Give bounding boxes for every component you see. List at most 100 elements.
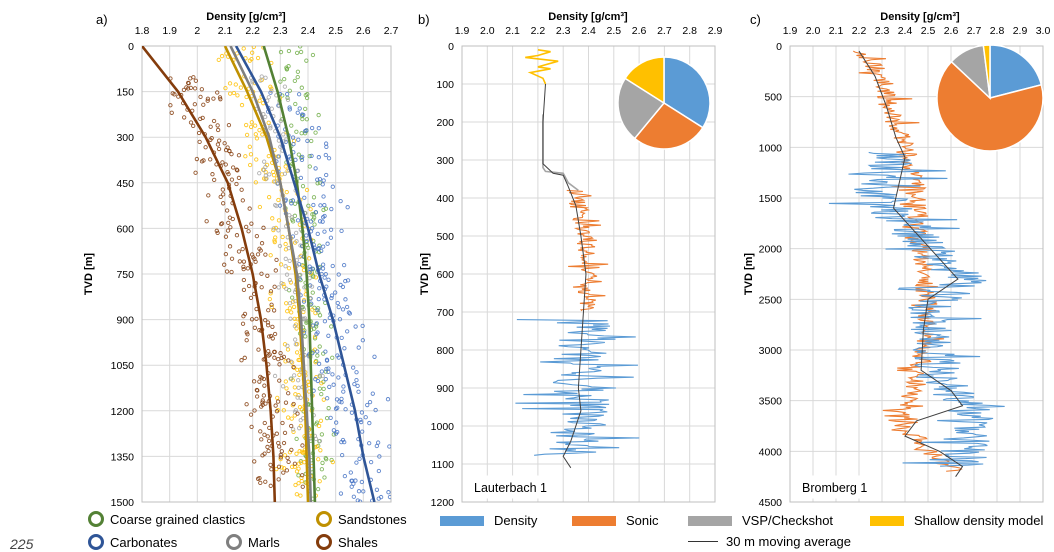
scatter-point [204, 219, 209, 224]
scatter-point [215, 142, 221, 147]
scatter-point [289, 464, 295, 469]
scatter-point [241, 266, 246, 272]
scatter-point [236, 153, 242, 158]
scatter-point [282, 76, 287, 82]
scatter-point [341, 263, 347, 268]
scatter-point [215, 123, 220, 128]
scatter-point [360, 338, 365, 343]
scatter-point [324, 284, 329, 289]
scatter-point [360, 429, 365, 434]
scatter-point [276, 356, 281, 362]
x-tick-label: 2.7 [657, 25, 672, 37]
plot-frame [789, 45, 1044, 503]
scatter-point [253, 132, 258, 137]
scatter-point [206, 193, 211, 198]
scatter-point [186, 81, 191, 86]
scatter-point [294, 50, 300, 56]
trend-curve [229, 46, 313, 502]
y-tick-label: 1350 [111, 451, 135, 463]
scatter-point [252, 459, 257, 464]
scatter-point [325, 396, 330, 401]
scatter-point [316, 361, 322, 366]
scatter-point [268, 124, 273, 129]
scatter-point [276, 440, 281, 446]
y-tick-label: 750 [116, 269, 134, 281]
x-tick-label: 1.8 [135, 25, 150, 37]
legend-item-carbonates: Carbonates [88, 534, 177, 550]
scatter-point [318, 448, 323, 453]
scatter-point [250, 80, 255, 85]
scatter-point [286, 266, 292, 271]
scatter-point [298, 243, 303, 248]
scatter-point [221, 201, 226, 206]
x-axis-title: Density [g/cm³] [880, 11, 960, 23]
y-tick-label: 150 [116, 87, 134, 99]
scatter-point [333, 431, 339, 436]
y-axis-title: TVD [m] [743, 253, 755, 296]
scatter-point [320, 219, 325, 224]
scatter-point [257, 476, 262, 481]
scatter-point [367, 420, 372, 426]
legend-item-moving-average: 30 m moving average [688, 534, 851, 549]
scatter-point [273, 403, 278, 408]
scatter-point [323, 152, 328, 158]
scatter-point [284, 286, 289, 291]
scatter-point [358, 417, 363, 423]
scatter-point [242, 311, 248, 317]
scatter-point [330, 372, 335, 377]
scatter-point [288, 198, 294, 204]
scatter-point [273, 179, 278, 184]
series-line [525, 49, 559, 85]
scatter-point [266, 348, 271, 354]
legend-item-sandstones: Sandstones [316, 511, 407, 527]
y-tick-label: 3500 [759, 396, 783, 408]
chart-panel-3: 1.9 2.0 2.1 2.2 2.3 2.4 2.5 2.6 2.7 2.8 2.9 3.0 0 500… [743, 11, 1050, 509]
y-tick-label: 800 [436, 345, 454, 357]
scatter-point [309, 153, 314, 159]
scatter-point [320, 262, 326, 267]
x-tick-label: 2.1 [505, 25, 520, 37]
scatter-point [294, 492, 299, 497]
scatter-point [276, 154, 281, 159]
legend-item-coarse-grained-clastics: Coarse grained clastics [88, 511, 245, 527]
scatter-point [298, 395, 303, 400]
scatter-point [313, 275, 319, 280]
scatter-point [274, 431, 279, 436]
scatter-point [268, 483, 273, 488]
scatter-point [319, 381, 324, 386]
scatter-point [257, 379, 262, 384]
scatter-point [328, 235, 334, 240]
x-tick-label: 1.9 [783, 25, 798, 37]
scatter-point [300, 443, 305, 448]
scatter-point [325, 241, 330, 246]
scatter-point [222, 262, 227, 267]
scatter-point [335, 353, 340, 358]
scatter-point [236, 175, 242, 181]
pie-slice [617, 77, 666, 140]
scatter-point [303, 92, 308, 98]
scatter-point [191, 75, 196, 80]
scatter-point [374, 443, 379, 449]
scatter-point [321, 207, 326, 213]
sandstones-swatch [316, 511, 332, 527]
x-tick-label: 2.0 [480, 25, 495, 37]
scatter-point [230, 216, 235, 222]
chart-panel-2: 1.9 2.0 2.1 2.2 2.3 2.4 2.5 2.6 2.7 2.8 2.9 0 100 200… [418, 11, 722, 509]
scatter-point [317, 177, 323, 182]
scatter-point [310, 323, 315, 328]
scatter-point [240, 246, 245, 252]
y-tick-label: 0 [128, 41, 134, 53]
scatter-point [227, 91, 233, 96]
scatter-point [278, 79, 283, 84]
scatter-point [290, 219, 296, 224]
scatter-point [319, 369, 325, 374]
scatter-point [317, 219, 323, 224]
scatter-point [324, 144, 329, 150]
scatter-point [284, 189, 289, 195]
scatter-point [211, 96, 216, 101]
scatter-point [282, 453, 288, 458]
scatter-point [251, 379, 257, 384]
x-tick-label: 1.9 [455, 25, 470, 37]
scatter-point [266, 308, 271, 313]
scatter-point [348, 470, 353, 475]
